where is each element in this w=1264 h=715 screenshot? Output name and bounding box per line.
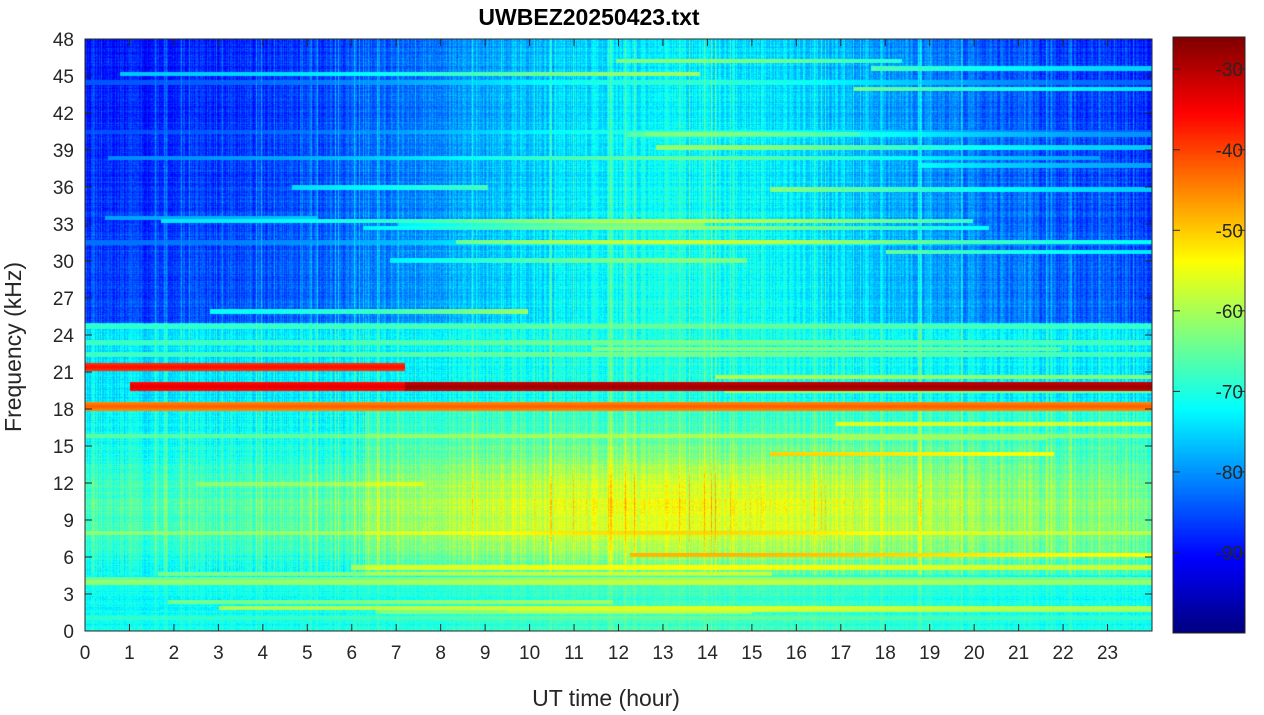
y-tick-label: 3 — [63, 585, 74, 606]
x-tick-label: 19 — [919, 643, 940, 664]
colorbar-tick-label: -70 — [1216, 382, 1243, 403]
y-tick-label: 33 — [53, 215, 74, 236]
x-tick-label: 21 — [1008, 643, 1029, 664]
colorbar — [1173, 37, 1245, 633]
y-tick-label: 42 — [53, 104, 74, 125]
y-tick-label: 48 — [53, 30, 74, 51]
colorbar-tick-label: -30 — [1216, 60, 1243, 81]
x-tick-label: 3 — [213, 643, 224, 664]
x-tick-label: 1 — [124, 643, 135, 664]
x-tick-label: 10 — [519, 643, 540, 664]
x-tick-label: 6 — [346, 643, 357, 664]
y-tick-label: 18 — [53, 400, 74, 421]
y-tick-label: 9 — [63, 511, 74, 532]
colorbar-tick-label: -50 — [1216, 221, 1243, 242]
x-tick-label: 13 — [652, 643, 673, 664]
x-tick-label: 14 — [697, 643, 719, 664]
colorbar-tick-label: -90 — [1216, 543, 1243, 564]
colorbar-axis: -30 -40 -50 -60 -70 -80 -90 — [1173, 60, 1245, 564]
x-tick-label: 23 — [1097, 643, 1118, 664]
colorbar-tick-label: -60 — [1216, 302, 1243, 323]
x-tick-label: 15 — [741, 643, 762, 664]
y-tick-label: 0 — [63, 622, 74, 643]
y-tick-label: 12 — [53, 474, 74, 495]
x-tick-label: 5 — [302, 643, 313, 664]
colorbar-tick-label: -80 — [1216, 463, 1243, 484]
chart-title: UWBEZ20250423.txt — [478, 4, 699, 30]
y-tick-label: 39 — [53, 141, 74, 162]
x-tick-label: 8 — [435, 643, 446, 664]
x-tick-label: 22 — [1053, 643, 1074, 664]
x-tick-label: 11 — [564, 643, 584, 664]
y-tick-label: 27 — [53, 289, 74, 310]
x-tick-label: 12 — [608, 643, 629, 664]
x-tick-label: 17 — [830, 643, 851, 664]
x-tick-label: 18 — [875, 643, 896, 664]
y-tick-label: 15 — [53, 437, 74, 458]
y-tick-label: 21 — [53, 363, 74, 384]
x-tick-label: 7 — [391, 643, 402, 664]
y-tick-label: 30 — [53, 252, 74, 273]
x-tick-label: 2 — [169, 643, 180, 664]
y-tick-label: 6 — [63, 548, 74, 569]
x-tick-label: 4 — [258, 643, 269, 664]
x-axis: 0 1 2 3 4 5 6 7 8 9 10 11 12 13 14 15 16 17 18 19 20 21 22 23 — [80, 39, 1118, 664]
y-tick-label: 36 — [53, 178, 74, 199]
x-tick-label: 16 — [786, 643, 807, 664]
x-tick-label: 0 — [80, 643, 91, 664]
x-axis-title: UT time (hour) — [532, 685, 680, 711]
colorbar-frame — [1172, 36, 1246, 634]
colorbar-tick-label: -40 — [1216, 141, 1243, 162]
x-tick-label: 20 — [964, 643, 985, 664]
y-tick-label: 24 — [53, 326, 75, 347]
colorbar-area — [1173, 37, 1245, 633]
plot-area — [85, 39, 1152, 631]
y-tick-label: 45 — [53, 67, 74, 88]
spectrogram-heatmap — [85, 39, 1152, 631]
y-axis-title: Frequency (kHz) — [0, 262, 26, 432]
x-tick-label: 9 — [480, 643, 491, 664]
